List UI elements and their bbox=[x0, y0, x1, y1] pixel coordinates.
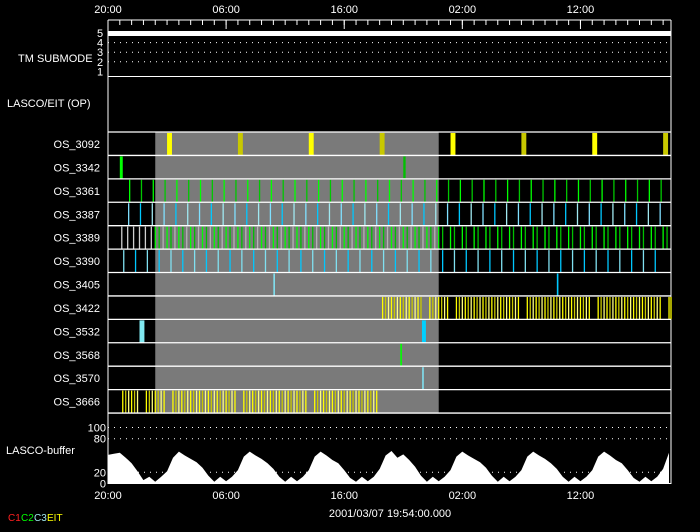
buffer-y-tick-label: 80 bbox=[94, 434, 106, 446]
observation-event bbox=[400, 343, 402, 367]
submode-value-bar bbox=[108, 31, 671, 36]
bottom-tick-label: 12:00 bbox=[567, 490, 595, 502]
buffer-y-tick-label: 100 bbox=[88, 423, 106, 435]
bottom-tick-label: 06:00 bbox=[212, 490, 240, 502]
observation-event bbox=[521, 133, 527, 156]
row-label: OS_3387 bbox=[54, 209, 100, 221]
observation-event bbox=[273, 273, 275, 296]
bottom-tick-label: 16:00 bbox=[330, 490, 358, 502]
submode-level-label: 1 bbox=[97, 66, 103, 78]
legend: C1 C2 C3 EIT bbox=[8, 513, 63, 524]
observation-event bbox=[450, 133, 456, 156]
observation-rows: OS_3092 OS_3342 OS_3361 OS_3387 OS_3389 OS_33… bbox=[54, 20, 672, 484]
bottom-tick-label: 20:00 bbox=[94, 490, 122, 502]
bottom-time-axis: 20:00 06:00 16:00 02:00 12:00 bbox=[94, 490, 594, 502]
buffer-y-tick-label: 20 bbox=[94, 467, 106, 479]
tm-submode-label: TM SUBMODE bbox=[18, 53, 93, 65]
legend-item: C3 bbox=[34, 513, 47, 524]
row-label: OS_3361 bbox=[54, 186, 100, 198]
row-label: OS_3568 bbox=[54, 350, 100, 362]
row-label: OS_3422 bbox=[54, 303, 100, 315]
observation-event bbox=[139, 320, 145, 343]
observation-event bbox=[167, 133, 172, 156]
top-tick-label: 06:00 bbox=[212, 4, 240, 16]
top-time-axis: 20:00 06:00 16:00 02:00 12:00 bbox=[94, 4, 671, 29]
observation-event bbox=[308, 133, 314, 156]
bottom-tick-label: 02:00 bbox=[449, 490, 477, 502]
legend-item: EIT bbox=[47, 513, 63, 524]
row-label: OS_3092 bbox=[54, 139, 100, 151]
top-tick-label: 02:00 bbox=[449, 4, 477, 16]
legend-item: C1 bbox=[8, 513, 21, 524]
row-label: OS_3342 bbox=[54, 162, 100, 174]
row-label: OS_3405 bbox=[54, 280, 100, 292]
submode-level-label: 5 bbox=[97, 28, 103, 40]
observation-event bbox=[422, 367, 424, 390]
observation-event bbox=[119, 156, 123, 179]
row-label: OS_3390 bbox=[54, 256, 100, 268]
row-label: OS_3570 bbox=[54, 373, 100, 385]
observation-event bbox=[379, 133, 385, 156]
observation-event bbox=[403, 156, 406, 179]
footer-timestamp: 2001/03/07 19:54:00.000 bbox=[329, 508, 451, 520]
submode-level-label: 2 bbox=[97, 57, 103, 69]
top-tick-label: 16:00 bbox=[330, 4, 358, 16]
lasco-eit-op-label: LASCO/EIT (OP) bbox=[7, 98, 91, 110]
row-label: OS_3532 bbox=[54, 326, 100, 338]
legend-item: C2 bbox=[21, 513, 34, 524]
row-label: OS_3666 bbox=[54, 397, 100, 409]
lasco-buffer-label: LASCO-buffer bbox=[6, 445, 75, 457]
buffer-area bbox=[108, 451, 669, 484]
observation-event bbox=[663, 133, 669, 156]
observation-event bbox=[421, 320, 426, 343]
submode-level-label: 4 bbox=[97, 38, 103, 50]
buffer-y-tick-label: 0 bbox=[100, 479, 106, 491]
top-tick-label: 12:00 bbox=[567, 4, 595, 16]
observation-event bbox=[556, 273, 559, 296]
observation-event bbox=[237, 133, 243, 156]
submode-level-label: 3 bbox=[97, 47, 103, 59]
top-tick-label: 20:00 bbox=[94, 4, 122, 16]
row-label: OS_3389 bbox=[54, 233, 100, 245]
observation-event bbox=[592, 133, 598, 156]
